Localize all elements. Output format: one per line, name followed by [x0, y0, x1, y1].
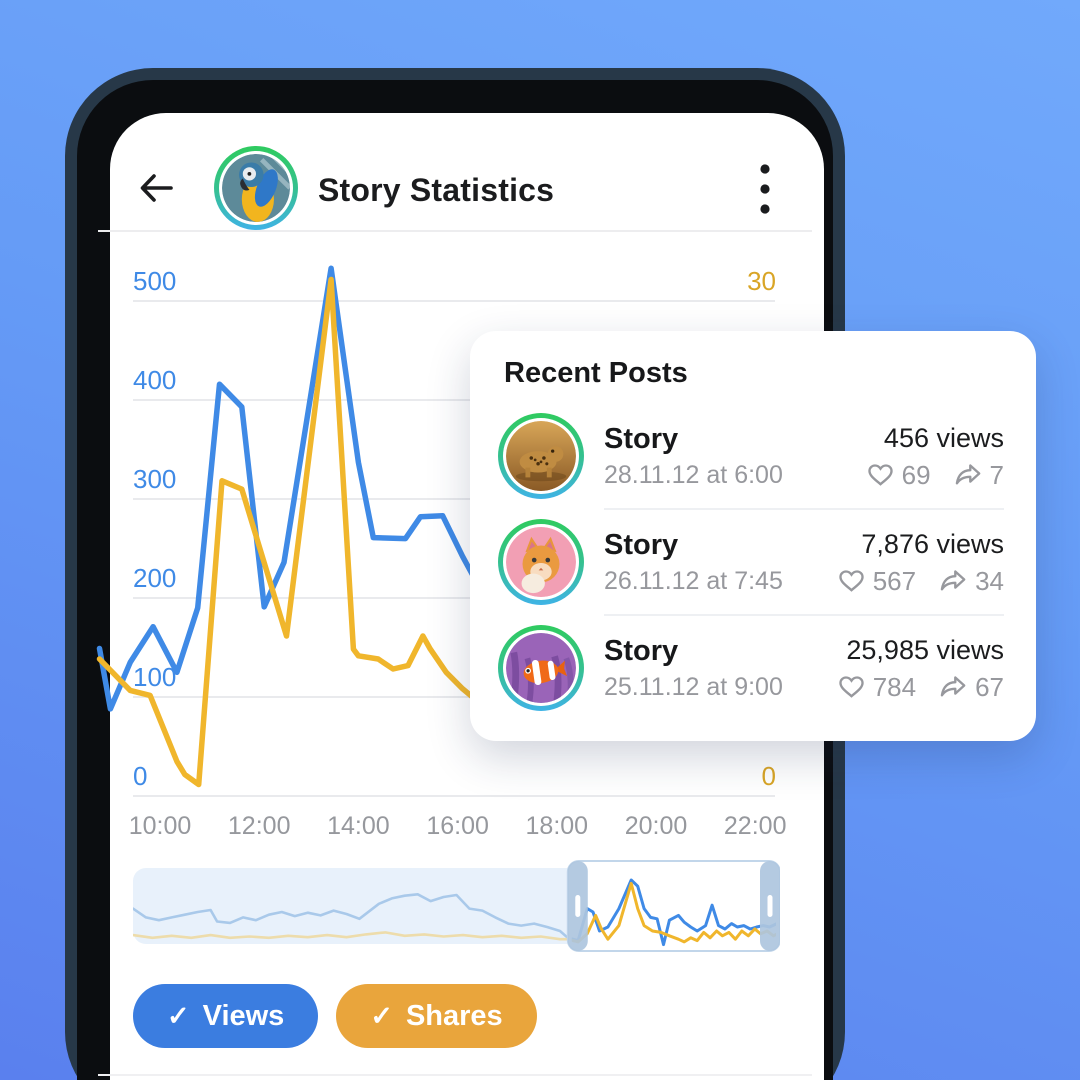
svg-text:200: 200 [133, 563, 176, 593]
kebab-menu-icon [760, 164, 770, 214]
section-divider [98, 1074, 812, 1076]
story-title: Story [604, 634, 679, 667]
story-views: 25,985 views [846, 635, 1004, 666]
story-ring [498, 625, 584, 711]
story-avatar[interactable] [498, 413, 584, 499]
minimap-scrubber[interactable] [133, 858, 780, 954]
story-ring [214, 146, 298, 230]
story-date: 26.11.12 at 7:45 [604, 566, 783, 595]
svg-text:18:00: 18:00 [526, 812, 589, 840]
clownfish-avatar-image [506, 633, 576, 703]
svg-text:12:00: 12:00 [228, 812, 291, 840]
likes-count: 69 [901, 459, 931, 490]
recent-post-row[interactable]: Story 28.11.12 at 6:00 456 views 69 7 [498, 404, 1004, 508]
header-divider [98, 230, 812, 232]
svg-text:22:00: 22:00 [724, 812, 787, 840]
row-divider [604, 614, 1004, 616]
shares-toggle-label: Shares [405, 999, 503, 1032]
row-divider [604, 508, 1004, 510]
svg-text:0: 0 [762, 761, 776, 791]
story-ring [498, 413, 584, 499]
svg-text:10:00: 10:00 [129, 812, 192, 840]
forward-icon [940, 570, 966, 591]
views-toggle-label: Views [202, 999, 285, 1032]
forward-icon [955, 464, 980, 485]
legend-toggles: ✓ Views ✓ Shares [133, 984, 537, 1048]
check-icon: ✓ [167, 1000, 190, 1031]
shares-toggle-button[interactable]: ✓ Shares [336, 984, 537, 1048]
story-avatar[interactable] [498, 625, 584, 711]
shares-count: 7 [989, 459, 1004, 490]
svg-text:20:00: 20:00 [625, 812, 688, 840]
story-avatar[interactable] [498, 519, 584, 605]
views-toggle-button[interactable]: ✓ Views [133, 984, 319, 1048]
story-date: 25.11.12 at 9:00 [604, 672, 783, 701]
story-title: Story [604, 422, 679, 455]
svg-text:16:00: 16:00 [426, 812, 489, 840]
shares-count: 34 [975, 565, 1004, 596]
svg-text:30: 30 [747, 266, 776, 296]
svg-text:100: 100 [133, 662, 176, 692]
heart-icon [867, 464, 893, 487]
back-arrow-icon [140, 174, 173, 202]
shares-count: 67 [975, 671, 1004, 702]
parrot-avatar-image [222, 154, 290, 222]
recent-posts-card: Recent Posts [470, 331, 1036, 741]
recent-post-row[interactable]: Story 26.11.12 at 7:45 7,876 views 567 3… [498, 510, 1004, 614]
recent-post-row[interactable]: Story 25.11.12 at 9:00 25,985 views 784 … [498, 616, 1004, 720]
svg-text:400: 400 [133, 365, 176, 395]
story-views: 7,876 views [861, 529, 1004, 560]
story-ring [498, 519, 584, 605]
channel-avatar[interactable] [214, 146, 298, 230]
heart-icon [838, 676, 864, 699]
story-date: 28.11.12 at 6:00 [604, 460, 783, 489]
recent-posts-title: Recent Posts [504, 357, 688, 389]
svg-text:300: 300 [133, 464, 176, 494]
page-title: Story Statistics [318, 172, 555, 208]
forward-icon [940, 676, 966, 697]
story-views: 456 views [883, 423, 1004, 454]
story-title: Story [604, 528, 679, 561]
check-icon: ✓ [370, 1000, 393, 1031]
svg-text:0: 0 [133, 761, 147, 791]
svg-text:500: 500 [133, 266, 176, 296]
likes-count: 784 [872, 671, 917, 702]
likes-count: 567 [872, 565, 917, 596]
svg-text:14:00: 14:00 [327, 812, 390, 840]
menu-button[interactable] [748, 160, 782, 218]
back-button[interactable] [134, 166, 178, 210]
cheetah-avatar-image [506, 421, 576, 491]
cat-avatar-image [506, 527, 576, 597]
heart-icon [838, 570, 864, 593]
